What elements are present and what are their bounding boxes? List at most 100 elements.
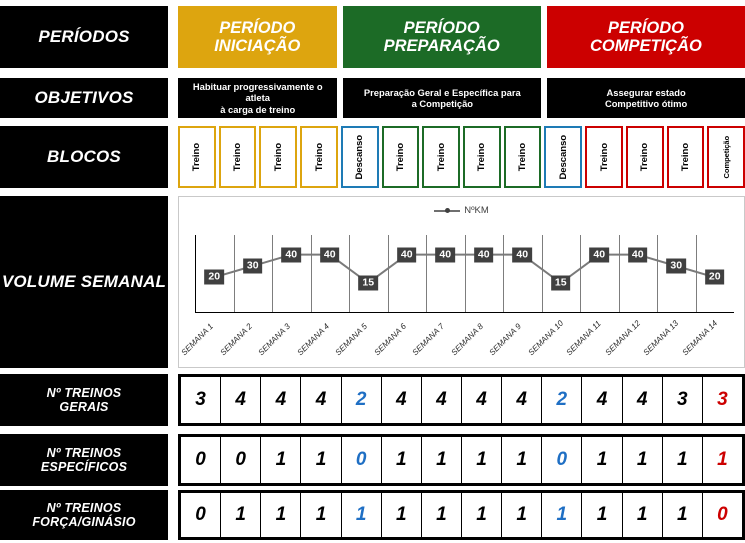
treinos-gerais-cell-6[interactable]: 4	[382, 377, 422, 423]
treinos-gerais-cell-11[interactable]: 4	[582, 377, 623, 423]
treinos-gerais-cell-4[interactable]: 4	[301, 377, 342, 423]
chart-data-label: 30	[666, 258, 687, 274]
bloco-cell-11[interactable]: Treino	[585, 126, 623, 188]
chart-plot-area: 20 30 40 40 15 40 40 40 40 15 40 40 30 20	[195, 235, 734, 313]
bloco-cell-4[interactable]: Treino	[300, 126, 338, 188]
treinos-forca-cell-4[interactable]: 1	[301, 493, 342, 537]
bloco-cell-2[interactable]: Treino	[218, 126, 257, 188]
chart-data-label: 15	[358, 275, 379, 291]
treinos-gerais-cell-14[interactable]: 3	[717, 389, 728, 410]
chart-x-tick-14: SEMANA 14	[680, 315, 735, 365]
chart-data-label: 20	[704, 269, 725, 285]
periodo-cell-line2: PREPARAÇÃO	[383, 37, 500, 55]
treinos-forca-cell-9[interactable]: 1	[502, 493, 543, 537]
chart-data-label: 40	[512, 247, 533, 263]
bloco-cell-label: Treino	[313, 142, 325, 172]
treinos-especificos-cell-11[interactable]: 1	[582, 437, 623, 483]
treinos-forca-cell-10[interactable]: 1	[542, 493, 583, 537]
bloco-cell-14[interactable]: Competição	[707, 126, 745, 188]
chart-gridline	[387, 235, 427, 312]
treinos-especificos-cell-9[interactable]: 1	[502, 437, 543, 483]
objetivo-cell-line2: a Competição	[411, 98, 474, 109]
chart-gridline	[618, 235, 658, 312]
treinos-especificos-cell-12[interactable]: 1	[623, 437, 663, 483]
bloco-cell-label: Treino	[679, 142, 691, 172]
treinos-especificos-cell-6[interactable]: 1	[382, 437, 422, 483]
treinos-especificos-cell-2[interactable]: 0	[221, 437, 262, 483]
treinos-gerais-cell-10[interactable]: 2	[542, 377, 583, 423]
bloco-cell-10[interactable]: Descanso	[544, 126, 583, 188]
treinos-forca-cell-1[interactable]: 0	[181, 493, 222, 537]
treinos-gerais-cell-5[interactable]: 2	[342, 377, 382, 423]
treinos-especificos-cell-13[interactable]: 1	[663, 437, 703, 483]
periodo-cell-2: PERÍODO PREPARAÇÃO	[342, 6, 541, 68]
periodo-cell-line1: PERÍODO	[607, 18, 684, 37]
treinos-forca-cell-2[interactable]: 1	[221, 493, 262, 537]
bloco-cell-label: Treino	[191, 142, 203, 172]
bloco-cell-9[interactable]: Treino	[503, 126, 542, 188]
bloco-cell-6[interactable]: Treino	[381, 126, 420, 188]
bloco-cell-label: Descanso	[354, 134, 366, 180]
bloco-cell-5[interactable]: Descanso	[340, 126, 379, 188]
treinos-especificos-cell-14[interactable]: 1	[717, 449, 728, 470]
bloco-cell-13[interactable]: Treino	[666, 126, 705, 188]
treinos-forca-cell-3[interactable]: 1	[261, 493, 302, 537]
chart-gridline	[349, 235, 388, 312]
objetivo-cell-line2: Competitivo ótimo	[604, 98, 688, 109]
bloco-cell-3[interactable]: Treino	[259, 126, 298, 188]
treinos-forca-cell-8[interactable]: 1	[462, 493, 503, 537]
treinos-gerais-cell-7[interactable]: 4	[422, 377, 462, 423]
treinos-forca-label-line1: Nº TREINOS	[46, 501, 122, 515]
treinos-especificos-cell-8[interactable]: 1	[462, 437, 503, 483]
treinos-forca-cell-11[interactable]: 1	[582, 493, 623, 537]
treinos-gerais-cell-9[interactable]: 4	[502, 377, 543, 423]
chart-data-label: 40	[473, 247, 494, 263]
treinos-forca-cell-6[interactable]: 1	[382, 493, 422, 537]
bloco-cell-1[interactable]: Treino	[178, 126, 216, 188]
blocos-row-label: BLOCOS	[0, 126, 168, 188]
objetivo-cell-2: Preparação Geral e Específica para a Comp…	[343, 78, 542, 118]
legend-line-marker-icon	[434, 208, 461, 213]
chart-line-series	[211, 252, 718, 286]
treinos-forca-cell-14[interactable]: 0	[717, 504, 728, 525]
treinos-especificos-cell-3[interactable]: 1	[261, 437, 302, 483]
volume-semanal-row-label: VOLUME SEMANAL	[0, 196, 168, 368]
treinos-gerais-cell-1[interactable]: 3	[181, 377, 222, 423]
treinos-especificos-cell-4[interactable]: 1	[301, 437, 342, 483]
treinos-forca-cell-7[interactable]: 1	[422, 493, 462, 537]
periodos-row-label: PERÍODOS	[0, 6, 168, 68]
bloco-cell-label: Treino	[476, 142, 488, 172]
treinos-gerais-cell-13[interactable]: 3	[663, 377, 703, 423]
chart-data-label: 40	[589, 247, 610, 263]
treinos-forca-row-label: Nº TREINOS FORÇA/GINÁSIO	[0, 490, 168, 540]
treinos-gerais-cell-8[interactable]: 4	[462, 377, 503, 423]
treinos-forca-cell-12[interactable]: 1	[623, 493, 663, 537]
bloco-cell-8[interactable]: Treino	[463, 126, 501, 188]
chart-gridline	[310, 235, 350, 312]
chart-data-label: 40	[627, 247, 648, 263]
periodo-cell-3: PERÍODO COMPETIÇÃO	[546, 6, 745, 68]
objetivo-cell-3: Assegurar estado Competitivo ótimo	[547, 78, 745, 118]
treinos-especificos-cell-5[interactable]: 0	[342, 437, 382, 483]
volume-semanal-row: VOLUME SEMANAL NºKM 20 30 40 40 15 40 40 40 40 15…	[0, 196, 745, 368]
bloco-cell-label: Treino	[394, 142, 406, 172]
treinos-forca-label-line2: FORÇA/GINÁSIO	[32, 515, 136, 529]
treinos-especificos-cell-7[interactable]: 1	[422, 437, 462, 483]
treinos-especificos-cell-1[interactable]: 0	[181, 437, 222, 483]
treinos-gerais-cell-12[interactable]: 4	[623, 377, 663, 423]
treinos-gerais-cell-3[interactable]: 4	[261, 377, 302, 423]
treinos-gerais-cell-2[interactable]: 4	[221, 377, 262, 423]
chart-gridline	[657, 235, 696, 312]
treinos-especificos-cell-10[interactable]: 0	[542, 437, 583, 483]
chart-gridline	[503, 235, 542, 312]
bloco-cell-12[interactable]: Treino	[625, 126, 664, 188]
treinos-forca-cell-13[interactable]: 1	[663, 493, 703, 537]
bloco-cell-7[interactable]: Treino	[422, 126, 461, 188]
chart-gridlines	[195, 235, 734, 312]
treinos-forca-cell-5[interactable]: 1	[342, 493, 382, 537]
periodo-cell-line2: COMPETIÇÃO	[589, 37, 702, 55]
chart-gridline	[272, 235, 311, 312]
bloco-cell-label: Treino	[598, 142, 610, 172]
